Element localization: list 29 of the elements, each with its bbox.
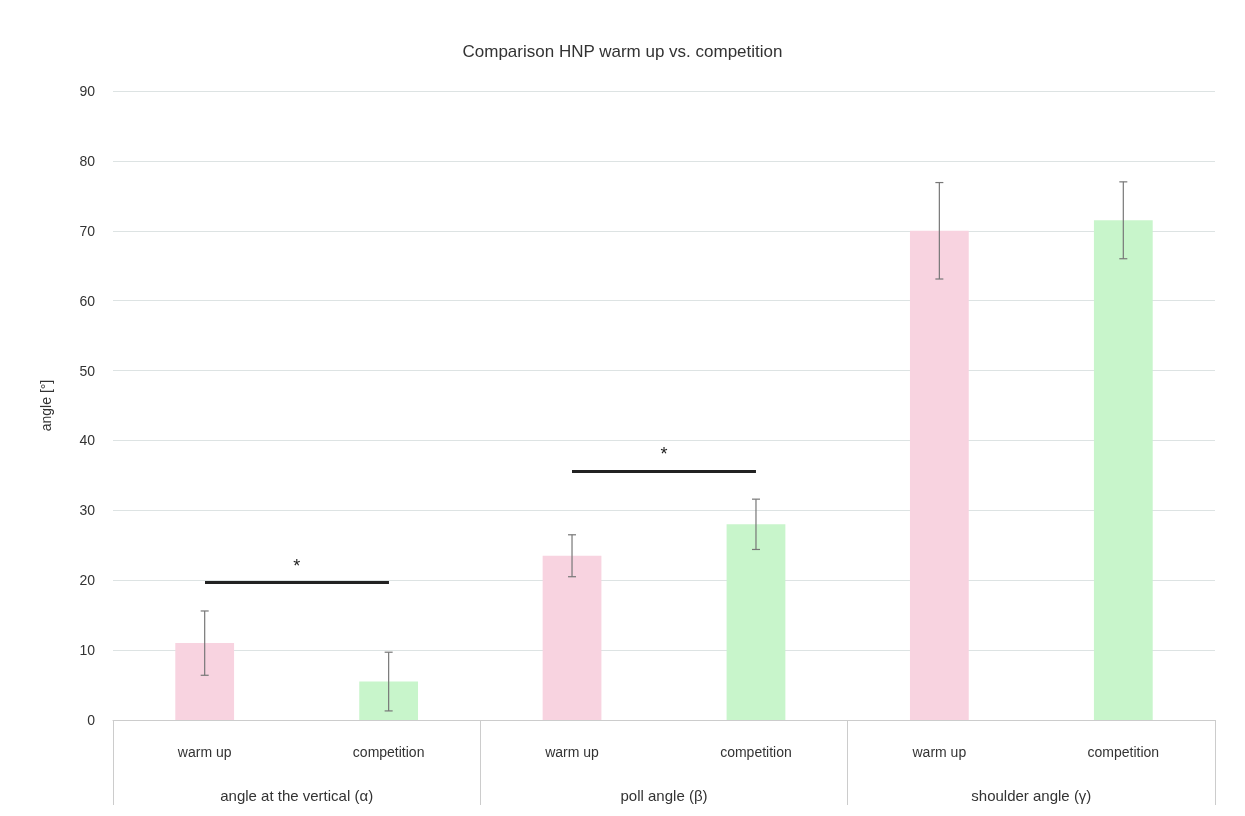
- series-label: competition: [720, 744, 792, 760]
- bar: [726, 524, 786, 720]
- y-axis-title: angle [°]: [38, 379, 54, 432]
- y-tick-label: 30: [79, 502, 96, 519]
- y-tick-label: 90: [79, 83, 96, 99]
- x-tick-label: shoulder angle (γ): [971, 787, 1092, 804]
- text: warm up: [912, 744, 967, 760]
- series-label: warm up: [177, 744, 232, 760]
- bar: [542, 555, 602, 720]
- text: warm up: [545, 744, 599, 760]
- text: competition: [1087, 744, 1160, 760]
- y-tick-label: 70: [79, 222, 96, 239]
- bar: [1093, 220, 1153, 720]
- y-tick-label: 0: [87, 712, 96, 728]
- y-tick-label: 40: [79, 432, 96, 449]
- x-tick-label: poll angle (β): [620, 787, 708, 804]
- chart-title: Comparison HNP warm up vs. competition: [462, 42, 783, 61]
- y-tick-label: 50: [79, 362, 96, 379]
- text: competition: [352, 744, 425, 760]
- y-tick-label: 60: [79, 292, 96, 309]
- y-tick-label: 80: [79, 152, 96, 169]
- x-tick-label: angle at the vertical (α): [220, 787, 374, 804]
- y-tick-label: 20: [79, 572, 96, 589]
- annotation: *: [293, 555, 301, 577]
- annotation: *: [660, 444, 668, 466]
- bar: [909, 230, 969, 720]
- bar: [359, 681, 419, 720]
- bar: [175, 643, 235, 720]
- y-tick-label: 10: [79, 642, 96, 659]
